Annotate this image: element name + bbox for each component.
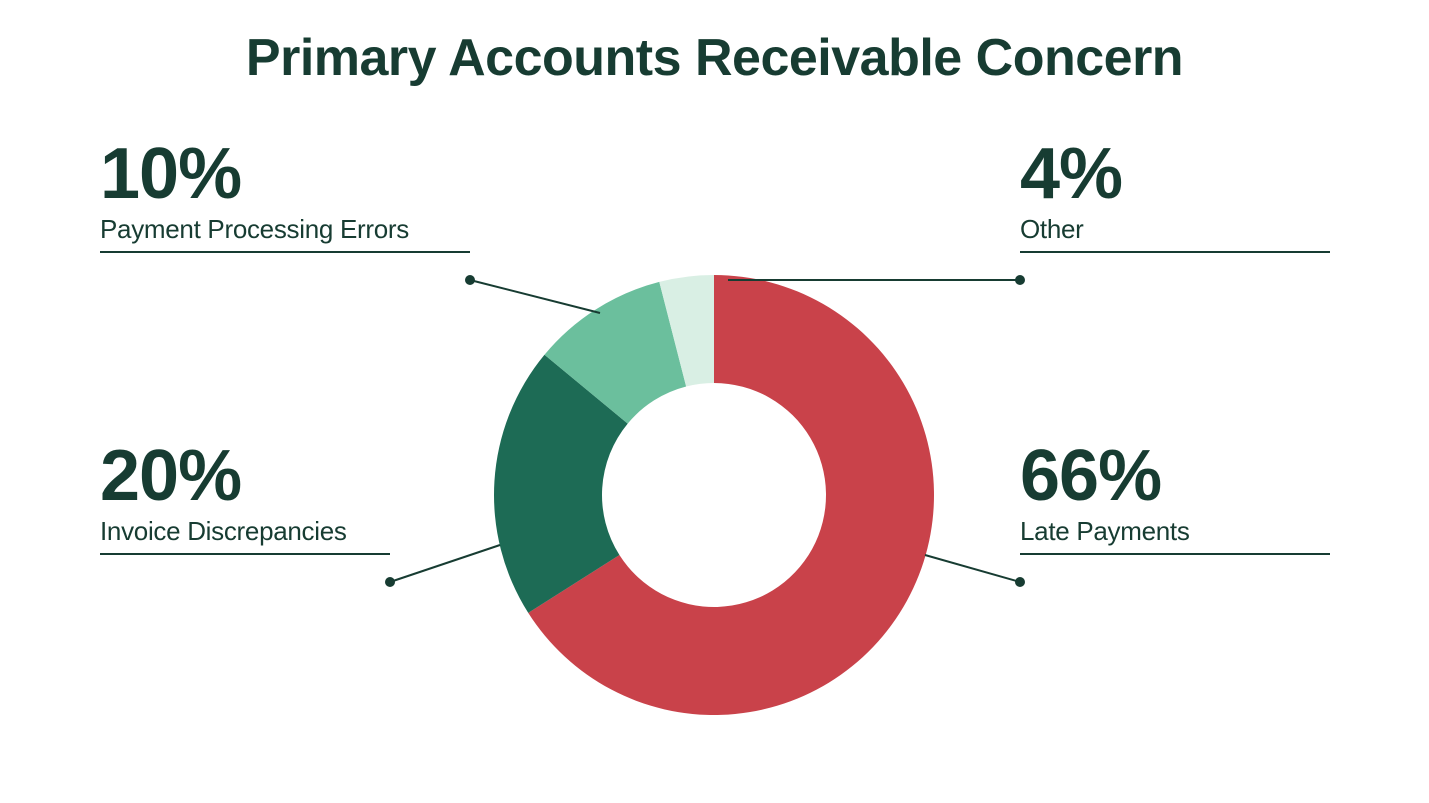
pct-invoice-discrepancies: 20%	[100, 440, 390, 512]
leader-dot-other	[1015, 275, 1025, 285]
label-late-payments: Late Payments	[1020, 516, 1330, 547]
donut-chart-svg	[0, 0, 1429, 803]
label-other: Other	[1020, 214, 1330, 245]
leader-line-invoice_disc	[390, 545, 500, 582]
leader-dot-invoice_disc	[385, 577, 395, 587]
rule-other	[1020, 251, 1330, 253]
pct-other: 4%	[1020, 138, 1330, 210]
leader-line-pay_proc_err	[470, 280, 600, 313]
callout-other: 4% Other	[1020, 138, 1330, 253]
chart-container: Primary Accounts Receivable Concern 10% …	[0, 0, 1429, 803]
leader-dot-pay_proc_err	[465, 275, 475, 285]
callout-payment-processing-errors: 10% Payment Processing Errors	[100, 138, 470, 253]
leader-dot-late_payments	[1015, 577, 1025, 587]
pct-late-payments: 66%	[1020, 440, 1330, 512]
pct-payment-processing-errors: 10%	[100, 138, 470, 210]
leader-line-late_payments	[925, 555, 1020, 582]
callout-invoice-discrepancies: 20% Invoice Discrepancies	[100, 440, 390, 555]
rule-invoice-discrepancies	[100, 553, 390, 555]
rule-payment-processing-errors	[100, 251, 470, 253]
callout-late-payments: 66% Late Payments	[1020, 440, 1330, 555]
label-payment-processing-errors: Payment Processing Errors	[100, 214, 470, 245]
donut-ring	[494, 275, 934, 715]
rule-late-payments	[1020, 553, 1330, 555]
label-invoice-discrepancies: Invoice Discrepancies	[100, 516, 390, 547]
